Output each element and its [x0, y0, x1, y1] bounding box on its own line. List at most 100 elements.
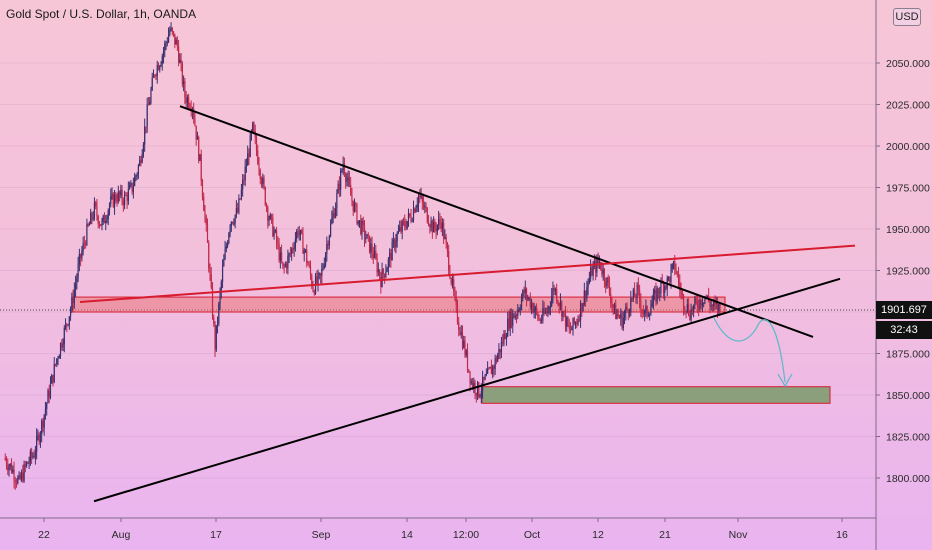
candle-body — [612, 304, 614, 308]
candle-body — [538, 318, 540, 320]
candle-body — [113, 194, 116, 207]
y-tick-label: 1975.000 — [886, 183, 930, 195]
candle-body — [630, 298, 632, 312]
candle-body — [353, 203, 356, 212]
candle-body — [122, 200, 124, 205]
candle-body — [121, 189, 123, 201]
candle-body — [415, 207, 417, 213]
candle-body — [430, 220, 432, 228]
candle-body — [24, 464, 26, 467]
candle-body — [38, 434, 40, 443]
candle-body — [608, 282, 611, 294]
candle-body — [7, 465, 9, 471]
candle-body — [296, 231, 298, 239]
candle-body — [59, 343, 62, 356]
candle-body — [152, 75, 155, 78]
candle-body — [439, 218, 441, 223]
candle-body — [342, 163, 344, 171]
candle-body — [165, 42, 167, 44]
candle-body — [509, 311, 511, 329]
candle-body — [485, 373, 487, 376]
candle-body — [248, 153, 250, 157]
candle-body — [156, 65, 158, 76]
candle-body — [313, 291, 315, 294]
y-tick-label: 2050.000 — [886, 58, 930, 70]
candle-body — [269, 214, 271, 219]
candle-body — [409, 213, 411, 216]
candle-body — [81, 251, 83, 259]
candle-body — [64, 323, 67, 328]
candle-body — [352, 200, 354, 212]
candle-body — [532, 303, 534, 313]
candle-body — [108, 204, 111, 211]
candle-body — [29, 451, 31, 463]
candle-body — [698, 307, 700, 310]
candle-body — [713, 302, 715, 307]
candle-body — [543, 307, 545, 314]
candle-body — [149, 102, 151, 105]
candle-body — [394, 239, 396, 248]
candle-body — [371, 243, 373, 254]
candle-body — [596, 258, 598, 273]
candle-body — [53, 364, 55, 383]
candle-body — [44, 409, 47, 415]
candle-body — [137, 165, 140, 175]
candle-body — [351, 195, 353, 201]
candle-body — [595, 261, 597, 273]
candle-body — [597, 258, 599, 264]
candle-body — [26, 462, 28, 467]
candle-body — [709, 301, 711, 307]
candle-body — [694, 298, 696, 306]
candle-body — [704, 296, 706, 303]
candle-body — [492, 365, 494, 375]
resistance-line — [79, 244, 856, 304]
candle-body — [238, 198, 240, 213]
candle-body — [710, 305, 712, 307]
candle-body — [586, 287, 588, 299]
candle-body — [82, 243, 84, 252]
candle-body — [454, 291, 456, 297]
candle-body — [348, 177, 351, 186]
candle-body — [559, 301, 562, 307]
candle-body — [103, 215, 106, 224]
candle-body — [603, 269, 606, 282]
candle-body — [333, 213, 335, 218]
candle-body — [455, 296, 457, 305]
currency-badge[interactable]: USD — [893, 8, 921, 26]
candle-body — [341, 170, 343, 172]
candle-body — [405, 226, 407, 229]
candle-body — [234, 214, 236, 224]
candle-body — [32, 455, 34, 458]
candle-body — [8, 466, 10, 471]
candle-body — [146, 104, 148, 127]
candle-body — [118, 191, 121, 196]
candle-body — [340, 171, 342, 190]
candle-body — [464, 340, 466, 356]
candle-body — [350, 185, 352, 196]
candle-body — [651, 303, 653, 308]
candle-body — [116, 200, 118, 202]
candle-body — [438, 218, 440, 226]
candle-body — [186, 97, 188, 104]
candle-body — [226, 243, 229, 247]
candle-body — [399, 226, 401, 231]
candle-body — [365, 238, 367, 240]
candle-body — [370, 243, 372, 253]
candle-body — [443, 222, 445, 239]
candle-body — [95, 202, 97, 207]
candle-body — [541, 319, 543, 321]
candle-body — [514, 315, 516, 318]
candle-body — [573, 317, 575, 324]
candle-body — [166, 42, 168, 44]
candle-body — [576, 322, 578, 325]
candle-body — [218, 303, 220, 324]
candle-body — [590, 267, 592, 279]
candle-body — [714, 302, 716, 304]
candle-body — [453, 279, 455, 292]
candle-body — [235, 208, 237, 215]
candle-body — [627, 309, 629, 314]
candle-body — [170, 27, 172, 30]
candle-body — [404, 221, 406, 227]
